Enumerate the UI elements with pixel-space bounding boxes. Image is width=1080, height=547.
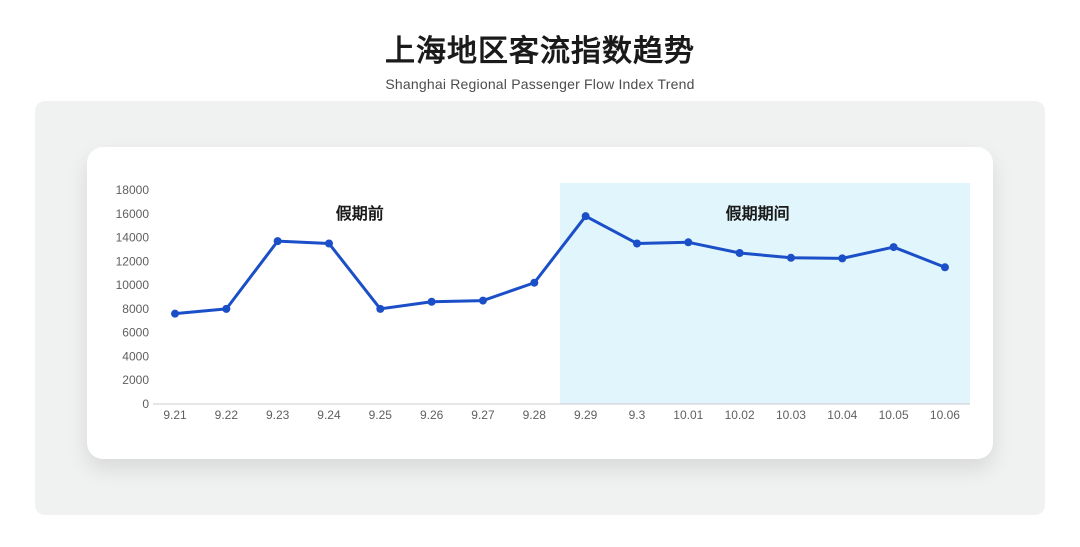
x-axis-tick-label: 9.24 [317, 408, 341, 422]
data-point[interactable] [838, 254, 847, 263]
region-label: 假期期间 [726, 204, 790, 223]
data-point[interactable] [735, 249, 744, 258]
data-point[interactable] [581, 212, 590, 221]
x-axis-tick-label: 10.06 [930, 408, 960, 422]
data-point[interactable] [171, 309, 179, 318]
x-axis-tick-label: 9.22 [215, 408, 239, 422]
y-axis-tick-label: 2000 [122, 373, 149, 387]
x-axis-tick-label: 9.26 [420, 408, 444, 422]
x-axis-tick-label: 10.01 [673, 408, 703, 422]
data-point[interactable] [684, 238, 693, 247]
data-point[interactable] [889, 243, 898, 252]
data-point[interactable] [530, 278, 539, 287]
data-point[interactable] [786, 253, 795, 262]
x-axis-tick-label: 9.21 [163, 408, 187, 422]
y-axis-tick-label: 6000 [122, 326, 149, 340]
data-point[interactable] [478, 296, 487, 305]
x-axis-tick-label: 10.02 [725, 408, 755, 422]
holiday-period-area [559, 183, 970, 404]
y-axis-tick-label: 4000 [122, 349, 149, 363]
page-subtitle: Shanghai Regional Passenger Flow Index T… [385, 76, 695, 92]
y-axis-tick-label: 8000 [122, 302, 149, 316]
region-label: 假期前 [336, 204, 384, 223]
passenger-flow-line-chart[interactable]: 0 2000 4000 6000 8000 10000 12000 14000 16000 180… [87, 147, 993, 459]
x-axis-tick-label: 9.25 [369, 408, 393, 422]
page-header: 上海地区客流指数趋势 Shanghai Regional Passenger F… [0, 0, 1080, 92]
x-axis-tick-label: 9.29 [574, 408, 598, 422]
x-axis-tick-label: 9.28 [523, 408, 547, 422]
y-axis-tick-label: 10000 [116, 278, 150, 292]
y-axis-tick-label: 0 [142, 397, 149, 411]
x-axis-tick-label: 9.3 [629, 408, 646, 422]
passenger-flow-line [173, 214, 947, 316]
chart-card: 0 2000 4000 6000 8000 10000 12000 14000 16000 180… [87, 147, 993, 459]
x-axis-tick-label: 9.27 [471, 408, 495, 422]
y-axis-tick-label: 12000 [116, 254, 150, 268]
y-axis-tick-label: 18000 [116, 183, 150, 197]
x-axis-tick-label: 10.05 [879, 408, 909, 422]
x-axis-tick-label: 9.23 [266, 408, 290, 422]
x-axis-tick-label: 10.03 [776, 408, 806, 422]
y-axis-tick-label: 14000 [116, 231, 150, 245]
data-point[interactable] [376, 304, 385, 313]
data-point[interactable] [632, 239, 641, 248]
data-point[interactable] [427, 297, 436, 306]
x-axis-tick-label: 10.04 [827, 408, 857, 422]
data-point[interactable] [324, 239, 333, 248]
chart-panel: 0 2000 4000 6000 8000 10000 12000 14000 16000 180… [35, 101, 1045, 515]
data-point[interactable] [273, 237, 282, 246]
data-point[interactable] [222, 304, 231, 313]
y-axis-tick-label: 16000 [116, 207, 150, 221]
data-point[interactable] [940, 263, 949, 272]
page-title: 上海地区客流指数趋势 [385, 35, 695, 68]
